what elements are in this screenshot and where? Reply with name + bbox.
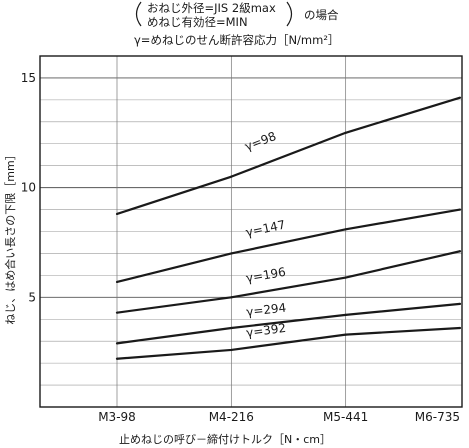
- caption-suffix: の場合: [304, 8, 339, 22]
- x-tick-label: M5-441: [323, 410, 368, 424]
- series-line: [116, 326, 461, 360]
- caption-right-paren: [286, 1, 293, 27]
- series-point: [458, 250, 462, 253]
- x-tick-labels: M3-98 M4-216 M5-441 M6-735: [98, 410, 460, 424]
- series-point: [344, 276, 347, 279]
- series-point: [458, 96, 462, 99]
- series-point: [115, 212, 119, 216]
- series-point: [115, 342, 119, 345]
- series-point: [230, 296, 233, 299]
- y-tick-label: 15: [21, 71, 36, 85]
- y-axis-label: ねじ、はめ合い長さの下限［mm］: [3, 149, 17, 324]
- series-point: [230, 326, 233, 330]
- x-tick-label: M3-98: [98, 410, 136, 424]
- x-tick-label: M4-216: [209, 410, 254, 424]
- series-point: [115, 311, 119, 314]
- y-tick-labels: 5 10 15: [21, 71, 36, 304]
- caption: おねじ外径=JIS 2級max めねじ有効径=MIN の場合 γ=めねじのせん断…: [134, 1, 339, 47]
- series-point: [115, 280, 119, 284]
- plot-frame: [39, 55, 463, 408]
- series-point: [344, 313, 347, 316]
- caption-left-paren: [135, 1, 142, 27]
- y-tick-label: 10: [21, 181, 36, 195]
- series-line: [116, 96, 461, 215]
- series-line: [116, 208, 461, 284]
- caption-cond2: めねじ有効径=MIN: [147, 15, 248, 29]
- series-label: γ=294: [246, 301, 287, 319]
- series-point: [344, 333, 347, 336]
- series-labels: γ=98 γ=147 γ=196 γ=294 γ=392: [243, 129, 287, 340]
- series-label: γ=147: [245, 218, 287, 240]
- series-point: [458, 302, 462, 305]
- series-point: [230, 175, 233, 178]
- series-point: [230, 348, 233, 352]
- series-point: [344, 131, 347, 134]
- series-label: γ=392: [245, 321, 287, 340]
- series-point: [458, 208, 462, 211]
- caption-cond1: おねじ外径=JIS 2級max: [147, 1, 276, 15]
- series-point: [115, 357, 119, 360]
- series-point: [230, 252, 233, 255]
- x-tick-label: M6-735: [415, 410, 460, 424]
- series-group: [115, 96, 462, 360]
- y-tick-label: 5: [28, 290, 36, 304]
- series-point: [344, 228, 347, 231]
- caption-line3: γ=めねじのせん断許容応力［N/mm²］: [134, 33, 339, 47]
- series-line: [116, 302, 461, 345]
- x-axis-label: 止めねじの呼び－締付けトルク［N・cm］: [119, 432, 331, 446]
- grid: [40, 56, 462, 407]
- series-point: [458, 326, 462, 330]
- series-label: γ=196: [245, 265, 287, 286]
- series-line: [116, 250, 461, 314]
- series-label: γ=98: [243, 129, 278, 154]
